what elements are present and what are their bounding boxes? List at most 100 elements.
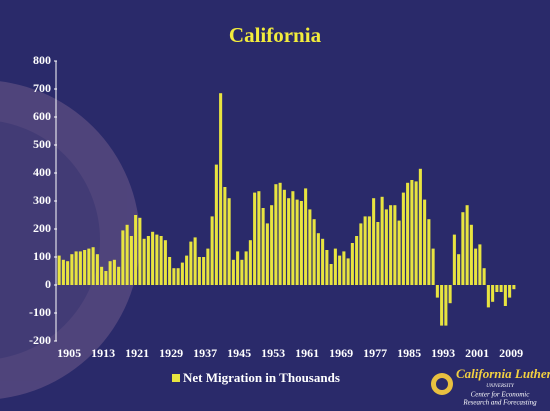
bar — [346, 258, 350, 285]
bar — [240, 259, 244, 285]
bar — [265, 223, 269, 285]
bar — [125, 224, 129, 285]
bar — [482, 268, 486, 285]
bar — [435, 285, 439, 298]
bar — [61, 259, 65, 285]
bar — [155, 234, 159, 285]
bar — [176, 268, 180, 285]
bar — [359, 223, 363, 285]
bar — [142, 238, 146, 285]
bar — [291, 191, 295, 285]
bar — [355, 236, 359, 285]
y-tick-label: 400 — [33, 165, 51, 179]
legend-swatch — [172, 374, 180, 382]
bar — [78, 251, 82, 285]
bar — [321, 238, 325, 285]
bar — [189, 241, 193, 285]
bar — [295, 199, 299, 285]
bar — [202, 257, 206, 285]
bar — [253, 192, 257, 285]
bar — [146, 236, 150, 285]
bar — [380, 196, 384, 285]
bar — [491, 285, 495, 302]
bar — [350, 243, 354, 285]
bar — [112, 259, 116, 285]
bar — [210, 216, 214, 285]
bar — [308, 209, 312, 285]
bar — [168, 257, 172, 285]
bar — [108, 261, 112, 285]
bar — [172, 268, 176, 285]
bar — [214, 164, 218, 285]
bar — [325, 250, 329, 285]
bar — [461, 212, 465, 285]
bar — [163, 240, 167, 285]
bar — [185, 255, 189, 285]
bar — [478, 244, 482, 285]
bar — [512, 285, 516, 290]
bar — [427, 219, 431, 285]
bar — [70, 254, 74, 285]
bar — [299, 201, 303, 285]
chart-title: California — [229, 23, 322, 47]
bar — [95, 254, 99, 285]
bar — [282, 189, 286, 285]
logo-line1: Center for Economic — [471, 391, 531, 399]
bar — [180, 262, 184, 285]
bar — [474, 248, 478, 285]
bar — [117, 266, 121, 285]
bar — [389, 205, 393, 285]
bar — [495, 285, 499, 292]
bar — [440, 285, 444, 326]
x-tick-label: 1953 — [261, 346, 285, 360]
bar — [342, 251, 346, 285]
y-tick-label: 500 — [33, 137, 51, 151]
bar — [193, 237, 197, 285]
bar — [393, 205, 397, 285]
bar — [457, 254, 461, 285]
y-tick-label: 700 — [33, 81, 51, 95]
bar — [508, 285, 512, 298]
bar — [333, 248, 337, 285]
bar — [257, 191, 261, 285]
bar — [278, 182, 282, 285]
bar — [121, 230, 125, 285]
plot: -200 -100 0 100 200 300 400 500 600 700 800 1905 191… — [29, 53, 523, 360]
x-tick-label: 2001 — [465, 346, 489, 360]
bar — [338, 255, 342, 285]
y-tick-label: -100 — [29, 305, 51, 319]
bar — [418, 168, 422, 285]
bar — [231, 259, 235, 285]
bar — [57, 255, 61, 285]
y-tick-label: 100 — [33, 249, 51, 263]
y-tick-label: 0 — [45, 277, 51, 291]
logo: California Lutheran UNIVERSITY Center fo… — [431, 366, 550, 407]
logo-sub: UNIVERSITY — [486, 384, 515, 389]
bar — [236, 251, 240, 285]
x-tick-label: 2009 — [499, 346, 523, 360]
x-tick-label: 1905 — [57, 346, 81, 360]
bar — [423, 199, 427, 285]
sun-decoration — [0, 81, 140, 399]
y-tick-label: -200 — [29, 333, 51, 347]
x-tick-label: 1993 — [431, 346, 455, 360]
bar — [363, 216, 367, 285]
bar — [261, 208, 265, 285]
bar — [244, 251, 248, 285]
y-tick-label: 600 — [33, 109, 51, 123]
bar — [206, 248, 210, 285]
logo-line2: Research and Forecasting — [462, 399, 537, 407]
bar — [452, 234, 456, 285]
x-tick-label: 1985 — [397, 346, 421, 360]
x-tick-label: 1977 — [363, 346, 387, 360]
x-tick-label: 1945 — [227, 346, 251, 360]
bar — [316, 233, 320, 285]
bar — [197, 257, 201, 285]
bar — [87, 248, 91, 285]
bar — [104, 271, 108, 285]
x-tick-label: 1913 — [91, 346, 115, 360]
y-tick-label: 800 — [33, 53, 51, 67]
bar — [129, 236, 133, 285]
bar — [223, 187, 227, 285]
